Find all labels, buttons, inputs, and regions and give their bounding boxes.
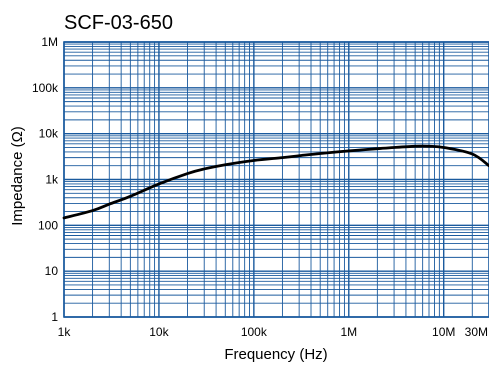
- impedance-series-line: [62, 144, 489, 220]
- y-tick-label: 1k: [45, 173, 59, 187]
- plot-frame: [63, 41, 489, 318]
- axes: [63, 41, 489, 318]
- series-layer: [62, 144, 489, 220]
- grid: [63, 41, 489, 318]
- x-tick-label: 1k: [58, 325, 72, 339]
- y-tick-label: 100: [38, 218, 58, 232]
- x-tick-label: 1M: [340, 325, 357, 339]
- x-tick-label: 10M: [432, 325, 455, 339]
- x-tick-label: 100k: [241, 325, 268, 339]
- x-axis-label: Frequency (Hz): [224, 346, 327, 363]
- y-tick-label: 1M: [41, 35, 58, 49]
- x-tick-label: 10k: [149, 325, 169, 339]
- y-axis-label: Impedance (Ω): [9, 126, 26, 226]
- y-tick-label: 1: [51, 310, 58, 324]
- y-tick-label: 10: [45, 264, 59, 278]
- tick-labels: 1k 10k 100k 1M 10M 30M 1 10 100 1k 10k 100k 1M: [32, 35, 488, 339]
- y-tick-label: 10k: [39, 127, 59, 141]
- x-tick-label: 30M: [465, 325, 488, 339]
- y-tick-label: 100k: [32, 81, 59, 95]
- chart-title: SCF-03-650: [64, 12, 173, 34]
